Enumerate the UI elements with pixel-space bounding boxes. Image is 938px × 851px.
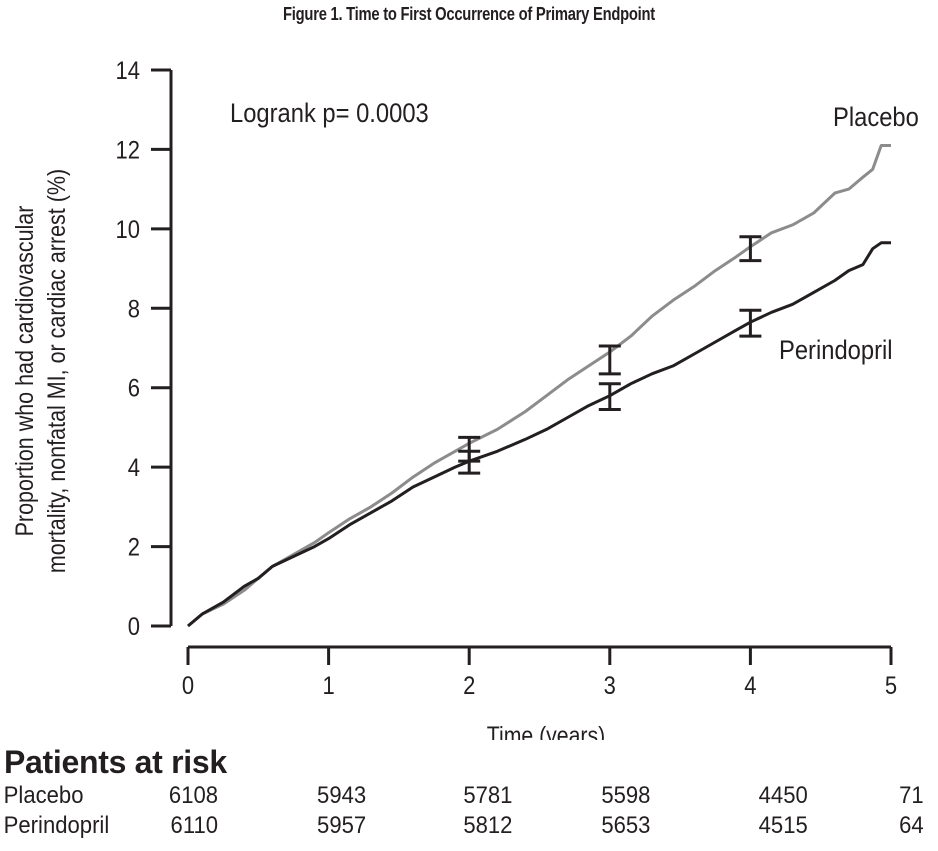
y-tick-label: 14 — [116, 57, 140, 85]
x-axis: 0 1 2 3 4 5 — [182, 645, 897, 700]
y-tick-label: 12 — [116, 136, 140, 164]
risk-row-placebo: Placebo 6108 5943 5781 5598 4450 71 — [0, 782, 924, 812]
placebo-curve — [187, 144, 891, 628]
risk-cell: 5653 — [601, 812, 651, 839]
y-axis-label-line: mortality, nonfatal MI, or cardiac arres… — [42, 169, 70, 573]
series-labels: Placebo Perindopril — [779, 103, 919, 366]
risk-cell: 5812 — [463, 812, 513, 839]
risk-cell: 5781 — [463, 782, 513, 809]
risk-table-title: Patients at risk — [4, 744, 227, 780]
x-tick-label: 4 — [744, 672, 756, 700]
perindopril-error-bar — [739, 308, 762, 338]
y-axis-label: Proportion who had cardiovascular mortali… — [10, 169, 70, 573]
risk-cell: 5598 — [601, 782, 651, 809]
x-axis-label: Time (years) — [487, 721, 605, 740]
risk-cell: 6110 — [170, 812, 219, 839]
placebo-error-bar — [739, 235, 762, 263]
y-tick-label: 8 — [128, 295, 140, 323]
perindopril-error-bar — [598, 382, 621, 412]
risk-cell: 6108 — [168, 782, 219, 809]
y-axis-label-line: Proportion who had cardiovascular — [10, 205, 38, 536]
risk-cell: 71 — [899, 782, 924, 809]
perindopril-curve — [187, 241, 891, 628]
series-layer — [187, 144, 891, 628]
y-tick-label: 6 — [128, 374, 140, 402]
risk-cell: 5943 — [317, 782, 367, 809]
risk-cell: 4515 — [758, 812, 808, 839]
risk-row-label: Perindopril — [3, 812, 110, 839]
risk-row-perindopril: Perindopril 6110 5957 5812 5653 4515 64 — [0, 812, 924, 842]
x-tick-label: 3 — [604, 672, 616, 700]
perindopril-error-bar — [458, 449, 481, 475]
y-tick-label: 2 — [128, 533, 140, 561]
risk-cell: 5957 — [317, 812, 367, 839]
x-tick-label: 5 — [885, 672, 897, 700]
logrank-annotation: Logrank p= 0.0003 — [230, 99, 429, 129]
risk-row-label: Placebo — [3, 782, 84, 809]
figure-title: Figure 1. Time to First Occurrence of Pr… — [283, 4, 655, 24]
placebo-series-label: Placebo — [833, 103, 919, 133]
y-axis: 0 2 4 6 8 10 12 14 — [116, 57, 173, 641]
risk-cell: 4450 — [758, 782, 808, 809]
placebo-error-bar — [598, 344, 621, 376]
perindopril-series-label: Perindopril — [779, 336, 893, 366]
risk-cell: 64 — [899, 812, 924, 839]
x-tick-label: 1 — [322, 672, 334, 700]
x-tick-label: 0 — [182, 672, 194, 700]
y-tick-label: 4 — [128, 454, 140, 482]
y-tick-label: 10 — [116, 216, 140, 244]
y-tick-label: 0 — [128, 613, 140, 641]
x-tick-label: 2 — [463, 672, 475, 700]
